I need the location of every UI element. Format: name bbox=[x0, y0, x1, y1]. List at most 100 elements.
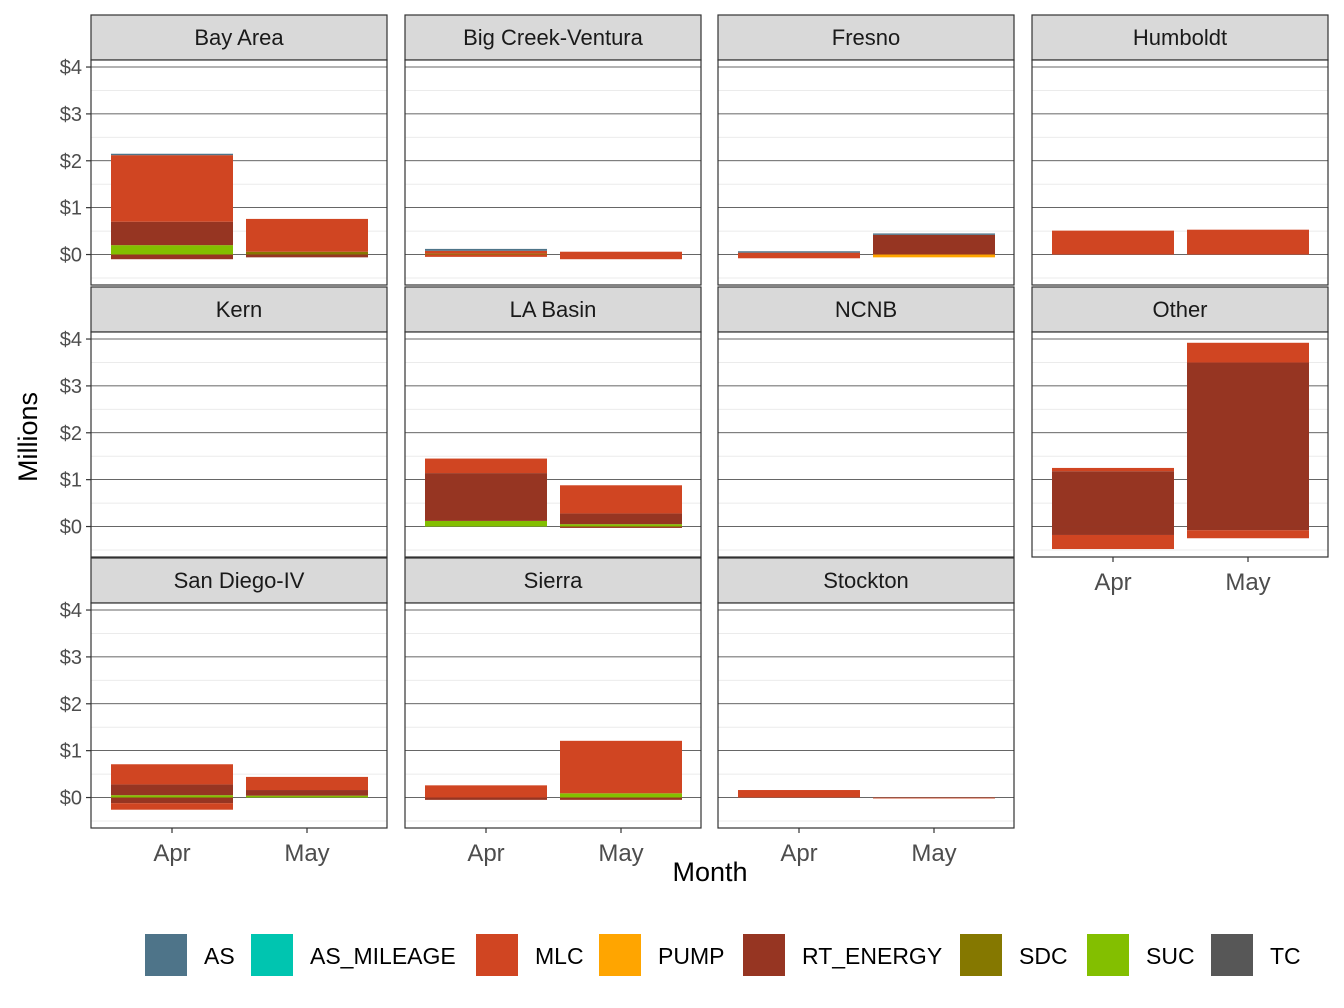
legend: AS AS_MILEAGE MLC PUMP RT_ENERGY SDC SUC TC bbox=[145, 934, 1301, 976]
panel-border bbox=[90, 602, 388, 829]
bar-segment-suc-apr bbox=[111, 245, 233, 255]
facet-panel-bay-area: Bay Area $0 $1 $2 $3 $4 bbox=[60, 14, 388, 286]
facet-strip-label: San Diego-IV bbox=[174, 568, 305, 593]
legend-item-suc: SUC bbox=[1087, 934, 1195, 976]
facet-strip-label: Bay Area bbox=[194, 25, 284, 50]
panel-border bbox=[404, 602, 702, 829]
panel-border bbox=[404, 59, 702, 286]
facet-strip bbox=[404, 557, 702, 604]
facet-strip-label: Stockton bbox=[823, 568, 909, 593]
facet-strip bbox=[90, 286, 388, 333]
bar-segment-pump-may bbox=[873, 254, 995, 258]
bar-segment-mlc-apr bbox=[738, 252, 860, 255]
facet-panel-fresno: Fresno bbox=[717, 14, 1015, 286]
legend-label: TC bbox=[1270, 943, 1301, 969]
facet-strip bbox=[404, 14, 702, 61]
bar-segment-rt-energy-apr bbox=[111, 221, 233, 246]
facet-strip-label: Fresno bbox=[832, 25, 900, 50]
bar-segment-suc-apr bbox=[425, 520, 547, 527]
bar-segment-rt-energy-may bbox=[1187, 362, 1309, 527]
bar-segment-rt-energy-apr bbox=[1052, 471, 1174, 527]
y-tick-label: $0 bbox=[60, 788, 82, 810]
y-tick-label: $0 bbox=[60, 245, 82, 267]
bar-segment-mlc-apr bbox=[738, 254, 860, 259]
legend-label: SUC bbox=[1146, 943, 1195, 969]
panel-border bbox=[404, 331, 702, 558]
bar-segment-mlc-apr bbox=[738, 790, 860, 798]
legend-label: MLC bbox=[535, 943, 584, 969]
y-tick-label: $4 bbox=[60, 600, 82, 622]
legend-item-sdc: SDC bbox=[960, 934, 1068, 976]
legend-item-pump: PUMP bbox=[599, 934, 724, 976]
bar-segment-mlc-apr bbox=[425, 254, 547, 257]
facet-strip-label: Humboldt bbox=[1133, 25, 1227, 50]
y-tick-label: $4 bbox=[60, 329, 82, 351]
y-tick-label: $1 bbox=[60, 198, 82, 220]
facet-strip bbox=[717, 557, 1015, 604]
bar-segment-mlc-may bbox=[560, 485, 682, 514]
x-axis-title: Month bbox=[672, 857, 747, 887]
y-tick-label: $3 bbox=[60, 647, 82, 669]
x-tick-label: Apr bbox=[467, 840, 504, 867]
bar-segment-as-may bbox=[873, 233, 995, 235]
legend-item-rt-energy: RT_ENERGY bbox=[743, 934, 942, 976]
legend-swatch bbox=[145, 934, 187, 976]
bar-segment-mlc-apr bbox=[111, 764, 233, 785]
legend-item-tc: TC bbox=[1211, 934, 1301, 976]
bar-segment-rt-energy-apr bbox=[425, 797, 547, 800]
panel-background bbox=[91, 332, 387, 557]
x-tick-label: May bbox=[598, 840, 643, 867]
bar-segment-mlc-apr bbox=[111, 155, 233, 222]
facet-strip-label: Big Creek-Ventura bbox=[463, 25, 644, 50]
legend-swatch bbox=[599, 934, 641, 976]
bar-segment-suc-apr bbox=[111, 795, 233, 798]
bar-segment-mlc-apr bbox=[1052, 534, 1174, 550]
bar-segment-sdc-apr bbox=[425, 253, 547, 255]
panel-border bbox=[1031, 331, 1329, 558]
bar-segment-mlc-apr bbox=[111, 803, 233, 810]
bar-segment-rt-energy-may bbox=[560, 797, 682, 800]
bar-segment-rt-energy-may bbox=[560, 526, 682, 528]
facet-strip bbox=[90, 557, 388, 604]
facet-strip bbox=[717, 14, 1015, 61]
facet-strip-label: Other bbox=[1152, 297, 1207, 322]
legend-label: AS_MILEAGE bbox=[310, 943, 456, 969]
bar-segment-rt-energy-apr bbox=[1052, 526, 1174, 535]
bar-segment-sdc-may bbox=[246, 251, 368, 255]
bar-segment-suc-may bbox=[246, 795, 368, 798]
x-tick-label: Apr bbox=[1094, 569, 1131, 596]
panel-border bbox=[90, 331, 388, 558]
facet-panel-big-creek-ventura: Big Creek-Ventura bbox=[404, 14, 702, 286]
facet-panel-stockton: Stockton Apr May bbox=[717, 557, 1015, 867]
y-tick-label: $1 bbox=[60, 470, 82, 492]
legend-swatch bbox=[960, 934, 1002, 976]
bar-segment-mlc-apr bbox=[1052, 230, 1174, 255]
x-tick-label: May bbox=[911, 840, 956, 867]
bar-segment-mlc-may bbox=[560, 254, 682, 260]
facet-panel-other: Other Apr May bbox=[1031, 286, 1329, 596]
legend-swatch bbox=[1211, 934, 1253, 976]
x-tick-label: Apr bbox=[153, 840, 190, 867]
bar-segment-rt-energy-may bbox=[873, 234, 995, 255]
legend-swatch bbox=[476, 934, 518, 976]
bar-segment-rt-energy-may bbox=[246, 254, 368, 258]
bar-segment-mlc-may bbox=[1187, 342, 1309, 363]
y-axis-title: Millions bbox=[13, 392, 43, 482]
bar-segment-as-apr bbox=[738, 251, 860, 253]
bar-segment-rt-energy-apr bbox=[111, 254, 233, 260]
panel-border bbox=[717, 602, 1015, 829]
bar-segment-as-apr bbox=[425, 248, 547, 251]
facet-strip-label: Kern bbox=[216, 297, 262, 322]
bar-segment-suc-may bbox=[560, 524, 682, 527]
y-tick-label: $4 bbox=[60, 57, 82, 79]
facet-strip-label: LA Basin bbox=[510, 297, 597, 322]
panel-border bbox=[717, 331, 1015, 558]
legend-label: RT_ENERGY bbox=[802, 943, 942, 969]
bar-segment-as-apr bbox=[111, 153, 233, 156]
y-tick-label: $2 bbox=[60, 694, 82, 716]
panel-border bbox=[90, 59, 388, 286]
y-tick-label: $1 bbox=[60, 741, 82, 763]
panel-border bbox=[717, 59, 1015, 286]
bar-segment-rt-energy-apr bbox=[425, 473, 547, 521]
